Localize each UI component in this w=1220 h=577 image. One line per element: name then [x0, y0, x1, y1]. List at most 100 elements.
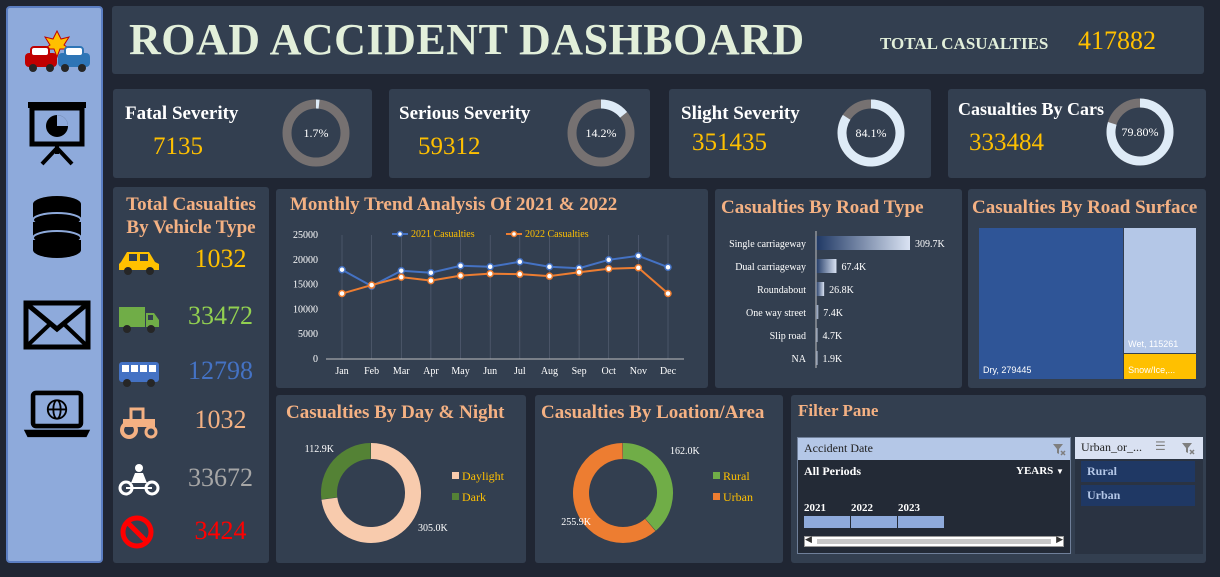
- slicer-item-rural[interactable]: Rural: [1081, 461, 1195, 482]
- legend-label: 2021 Casualties: [411, 229, 475, 240]
- road-surface-panel: Casualties By Road Surface Dry, 279445 We…: [968, 189, 1206, 388]
- no-entry-icon: [120, 515, 154, 549]
- data-point: [427, 276, 435, 285]
- x-tick-label: Jan: [335, 366, 348, 377]
- presentation-chart-icon[interactable]: [22, 98, 92, 168]
- vehicle-row-tractor: 1032: [113, 401, 268, 441]
- x-tick-label: Dec: [660, 366, 677, 377]
- mail-icon[interactable]: [22, 290, 92, 360]
- kpi-donut: [567, 99, 635, 167]
- kpi-card-slight: Slight Severity 351435 84.1%: [669, 89, 931, 178]
- road-type-value-label: 1.9K: [823, 354, 844, 365]
- kpi-value: 351435: [692, 129, 767, 156]
- kpi-card-fatal: Fatal Severity 7135 1.7%: [113, 89, 372, 178]
- slicer-header-label: Urban_or_...: [1081, 440, 1142, 454]
- scroll-right-icon[interactable]: ▶: [1056, 534, 1063, 544]
- vehicle-value: 33672: [188, 463, 253, 492]
- legend-swatch: [452, 493, 459, 500]
- data-point: [604, 264, 613, 273]
- kpi-donut: [282, 99, 350, 167]
- x-tick-label: May: [451, 366, 469, 377]
- data-point: [456, 271, 465, 280]
- kpi-percent: 84.1%: [855, 126, 887, 140]
- timeline-bar-2021[interactable]: [804, 516, 850, 528]
- clear-filter-icon[interactable]: [1052, 442, 1066, 456]
- kpi-value: 333484: [969, 129, 1044, 156]
- data-point: [486, 262, 494, 271]
- road-type-value-label: 67.4K: [841, 262, 867, 273]
- vehicle-value: 3424: [194, 516, 247, 545]
- legend-label: 2022 Casualties: [525, 229, 589, 240]
- database-icon[interactable]: [22, 192, 92, 262]
- timeline-bar-2022[interactable]: [851, 516, 897, 528]
- monthly-trend-chart: 0 5000 10000 15000 20000 25000 Jan Feb Mar Apr May…: [293, 229, 684, 377]
- data-point: [338, 289, 346, 298]
- data-point: [634, 252, 643, 260]
- kpi-card-serious: Serious Severity 59312 14.2%: [389, 89, 650, 178]
- kpi-label: Casualties By Cars: [958, 99, 1105, 119]
- data-point: [604, 256, 613, 264]
- road-type-bar: [816, 282, 825, 296]
- road-type-label: Single carriageway: [729, 239, 806, 250]
- donut-value-label: 305.0K: [418, 523, 449, 534]
- data-point: [397, 266, 406, 275]
- legend-label: Dark: [462, 490, 486, 504]
- tractor-icon: [120, 407, 158, 439]
- kpi-donut-fill: [837, 99, 905, 167]
- legend-swatch: [452, 472, 459, 479]
- filter-pane-title: Filter Pane: [798, 401, 879, 420]
- road-type-label: Roundabout: [757, 285, 806, 296]
- slicer-header: Accident Date: [798, 438, 1070, 460]
- slicer-header-label: Accident Date: [804, 441, 873, 455]
- scroll-left-icon[interactable]: ◀: [805, 534, 812, 544]
- scroll-thumb[interactable]: [817, 539, 1051, 544]
- y-tick-label: 5000: [298, 329, 318, 340]
- x-tick-label: Jul: [514, 366, 526, 377]
- day-night-title: Casualties By Day & Night: [286, 402, 505, 423]
- slicer-header: Urban_or_... ☰: [1075, 437, 1203, 459]
- y-tick-label: 0: [313, 354, 318, 365]
- kpi-donut: [837, 99, 905, 167]
- road-type-value-label: 7.4K: [823, 308, 844, 319]
- donut-value-label: 255.9K: [561, 517, 592, 528]
- clear-filter-icon[interactable]: [1181, 441, 1195, 455]
- vehicle-row-truck: 33472: [113, 297, 268, 337]
- vehicle-row-car: 1032: [113, 240, 268, 280]
- years-dropdown[interactable]: YEARS ▼: [1016, 465, 1064, 477]
- x-tick-label: Apr: [423, 366, 439, 377]
- car-crash-icon[interactable]: [22, 22, 92, 92]
- urban-rural-slicer: Urban_or_... ☰ Rural Urban: [1075, 437, 1203, 554]
- series-line: [341, 266, 669, 295]
- data-point: [575, 268, 583, 276]
- vehicle-title-line1: Total Casualties: [126, 194, 256, 215]
- x-tick-label: Aug: [541, 366, 558, 377]
- data-point: [516, 258, 524, 266]
- vehicle-title-line2: By Vehicle Type: [126, 217, 256, 238]
- car-icon: [119, 252, 159, 275]
- donut-value-label: 112.9K: [305, 444, 335, 455]
- monthly-trend-panel: Monthly Trend Analysis Of 2021 & 2022 0 5…: [276, 189, 708, 388]
- road-type-title: Casualties By Road Type: [721, 197, 924, 218]
- multi-select-icon[interactable]: ☰: [1155, 439, 1166, 453]
- day-night-panel: Casualties By Day & Night 305.0K Daylight…: [276, 395, 526, 563]
- slicer-item-urban[interactable]: Urban: [1081, 485, 1195, 506]
- treemap-tile-label: Dry, 279445: [983, 365, 1032, 375]
- total-casualties-label: TOTAL CASUALTIES: [880, 34, 1049, 53]
- legend-marker: [396, 230, 404, 238]
- vehicle-value: 1032: [194, 405, 247, 434]
- header-panel: ROAD ACCIDENT DASHBOARD TOTAL CASUALTIES…: [112, 6, 1204, 74]
- road-type-label: NA: [792, 354, 807, 365]
- vehicle-type-title: Total Casualties By Vehicle Type: [113, 193, 269, 239]
- treemap-tile-label: Wet, 115261: [1128, 338, 1179, 349]
- treemap-tile: Wet, 115261: [1124, 228, 1196, 353]
- laptop-globe-icon[interactable]: [22, 380, 92, 450]
- donut-slice: [321, 443, 421, 543]
- dashboard-title: ROAD ACCIDENT DASHBOARD: [129, 15, 805, 64]
- road-type-label: Dual carriageway: [735, 262, 806, 273]
- timeline-bar-2023[interactable]: [898, 516, 944, 528]
- road-type-bar: [816, 236, 910, 250]
- donut-slice: [321, 443, 372, 500]
- road-type-value-label: 4.7K: [823, 331, 844, 342]
- timeline-scrollbar[interactable]: ◀ ▶: [804, 534, 1064, 547]
- road-type-panel: Casualties By Road Type Single carriagew…: [715, 189, 962, 388]
